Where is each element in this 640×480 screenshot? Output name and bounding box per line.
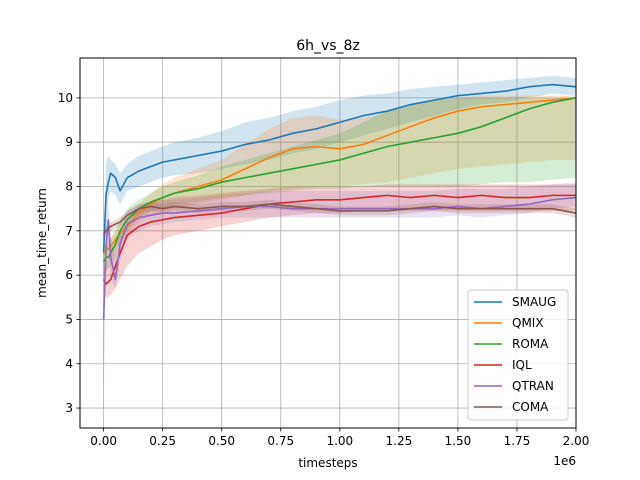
coma-band: [103, 199, 577, 240]
x-axis-offset-label: 1e6: [553, 454, 576, 468]
legend-label-coma: COMA: [512, 400, 549, 414]
x-tick-label: 2.00: [563, 434, 590, 448]
legend: SMAUG QMIX ROMA IQL QTRAN COMA: [467, 289, 569, 421]
x-axis-label: timesteps: [298, 456, 357, 470]
x-tick-label: 1.50: [445, 434, 472, 448]
x-tick-label: 1.75: [504, 434, 531, 448]
x-tick-label: 0.75: [267, 434, 294, 448]
y-tick-label: 10: [58, 91, 73, 105]
qmix-band: [103, 95, 577, 262]
coma-line: [102, 203, 577, 236]
x-tick-label: 0.00: [90, 434, 117, 448]
roma-line: [102, 97, 577, 263]
series-lines: [102, 83, 577, 320]
legend-label-qtran: QTRAN: [512, 379, 554, 393]
x-tick-label: 0.50: [208, 434, 235, 448]
legend-label-qmix: QMIX: [512, 316, 544, 330]
x-tick-label: 1.00: [326, 434, 353, 448]
qtran-line: [102, 196, 577, 320]
x-tick-label: 1.25: [386, 434, 413, 448]
legend-label-smaug: SMAUG: [512, 295, 556, 309]
y-tick-label: 6: [65, 268, 73, 282]
legend-label-roma: ROMA: [512, 337, 549, 351]
y-tick-label: 5: [65, 312, 73, 326]
legend-entries: SMAUG QMIX ROMA IQL QTRAN COMA: [474, 295, 556, 414]
y-tick-label: 7: [65, 224, 73, 238]
y-tick-label: 3: [65, 401, 73, 415]
x-tick-label: 0.25: [149, 434, 176, 448]
y-axis-label: mean_time_return: [35, 188, 49, 298]
chart-title: 6h_vs_8z: [296, 38, 360, 54]
x-axis-ticks: 0.00 0.25 0.50 0.75 1.00 1.25 1.50 1.75 2.00: [90, 428, 589, 448]
roma-band: [103, 97, 577, 276]
smaug-line: [102, 83, 577, 254]
smaug-band: [103, 75, 577, 409]
y-tick-label: 4: [65, 357, 73, 371]
y-tick-label: 8: [65, 180, 73, 194]
legend-label-iql: IQL: [512, 358, 532, 372]
y-axis-ticks: 3 4 5 6 7 8 9 10: [58, 91, 80, 415]
y-tick-label: 9: [65, 135, 73, 149]
plot-frame: [79, 57, 577, 429]
